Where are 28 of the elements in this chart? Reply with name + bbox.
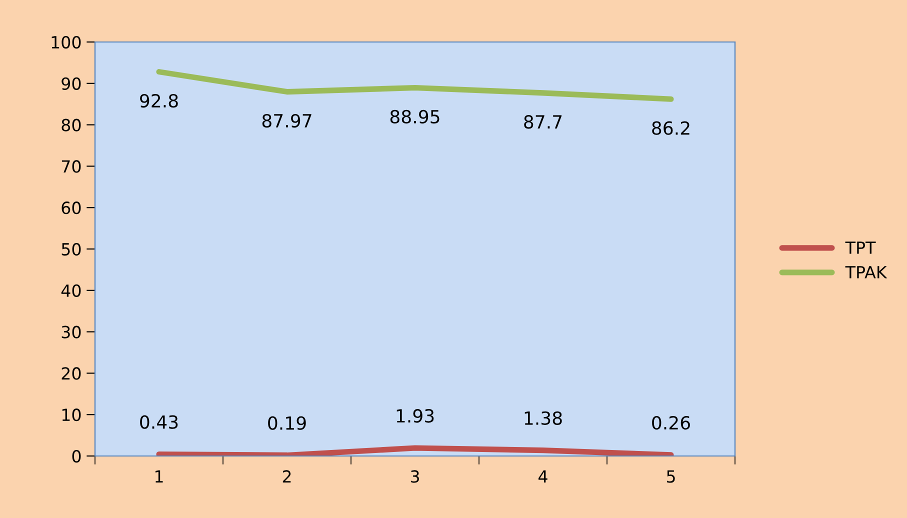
data-label: 88.95 [390, 110, 440, 124]
y-tick-label: 70 [62, 160, 81, 173]
y-tick-label: 10 [62, 408, 81, 422]
y-tick-label: 100 [52, 36, 81, 49]
x-tick-label: 3 [410, 470, 419, 483]
y-tick-label: 20 [62, 367, 81, 380]
y-tick-label: 0 [72, 450, 81, 463]
data-label: 0.26 [652, 416, 690, 430]
data-label: 0.43 [140, 415, 178, 429]
y-tick-label: 60 [62, 202, 81, 214]
data-label: 87.97 [262, 114, 312, 128]
x-tick-label: 5 [666, 470, 675, 483]
data-label: 0.19 [268, 416, 306, 430]
x-tick-label: 1 [156, 470, 163, 483]
legend-label: TPT [845, 242, 876, 254]
legend-label: TPAK [845, 266, 888, 278]
y-tick-label: 80 [62, 118, 81, 132]
data-label: 87.7 [524, 115, 562, 129]
data-label: 1.38 [524, 411, 562, 425]
y-tick-label: 40 [61, 284, 81, 297]
y-tick-label: 50 [62, 242, 81, 256]
x-tick-label: 4 [538, 470, 548, 483]
y-tick-label: 90 [62, 77, 81, 90]
x-tick-label: 2 [282, 470, 291, 483]
data-label: 1.93 [396, 409, 434, 423]
y-tick-label: 30 [62, 326, 81, 338]
data-label: 92.8 [140, 94, 178, 108]
data-label: 86.2 [652, 121, 690, 135]
